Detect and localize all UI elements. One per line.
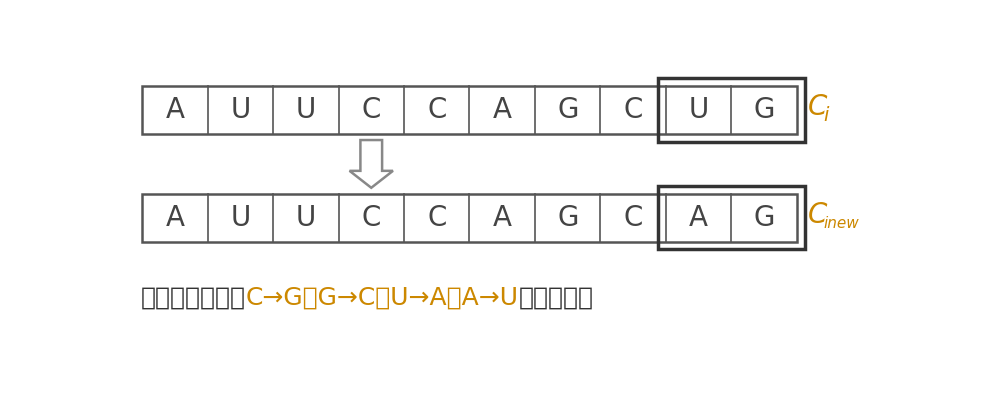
Text: G: G xyxy=(557,204,578,232)
Text: C: C xyxy=(808,93,827,121)
Text: A: A xyxy=(493,96,512,124)
Text: inew: inew xyxy=(823,216,859,231)
Text: C: C xyxy=(808,201,827,229)
Bar xyxy=(658,186,805,249)
Text: U: U xyxy=(230,204,250,232)
Text: A: A xyxy=(689,204,708,232)
Text: G: G xyxy=(753,96,775,124)
Text: C: C xyxy=(427,96,446,124)
Bar xyxy=(142,86,797,134)
Bar xyxy=(658,79,805,142)
Text: C→G，G→C，U→A，A→U: C→G，G→C，U→A，A→U xyxy=(246,286,518,310)
Text: C: C xyxy=(624,96,643,124)
Text: A: A xyxy=(165,96,184,124)
Text: G: G xyxy=(753,204,775,232)
Text: U: U xyxy=(296,204,316,232)
Polygon shape xyxy=(350,140,393,188)
Text: C: C xyxy=(427,204,446,232)
Text: A: A xyxy=(165,204,184,232)
Text: A: A xyxy=(493,204,512,232)
Bar xyxy=(142,194,797,242)
Text: C: C xyxy=(624,204,643,232)
Text: i: i xyxy=(823,106,829,125)
Text: G: G xyxy=(557,96,578,124)
Text: U: U xyxy=(230,96,250,124)
Text: 的变异操作: 的变异操作 xyxy=(518,286,594,310)
Text: C: C xyxy=(362,204,381,232)
Text: C: C xyxy=(362,96,381,124)
Text: U: U xyxy=(689,96,709,124)
Text: 对选定等基进行: 对选定等基进行 xyxy=(140,286,246,310)
Text: U: U xyxy=(296,96,316,124)
